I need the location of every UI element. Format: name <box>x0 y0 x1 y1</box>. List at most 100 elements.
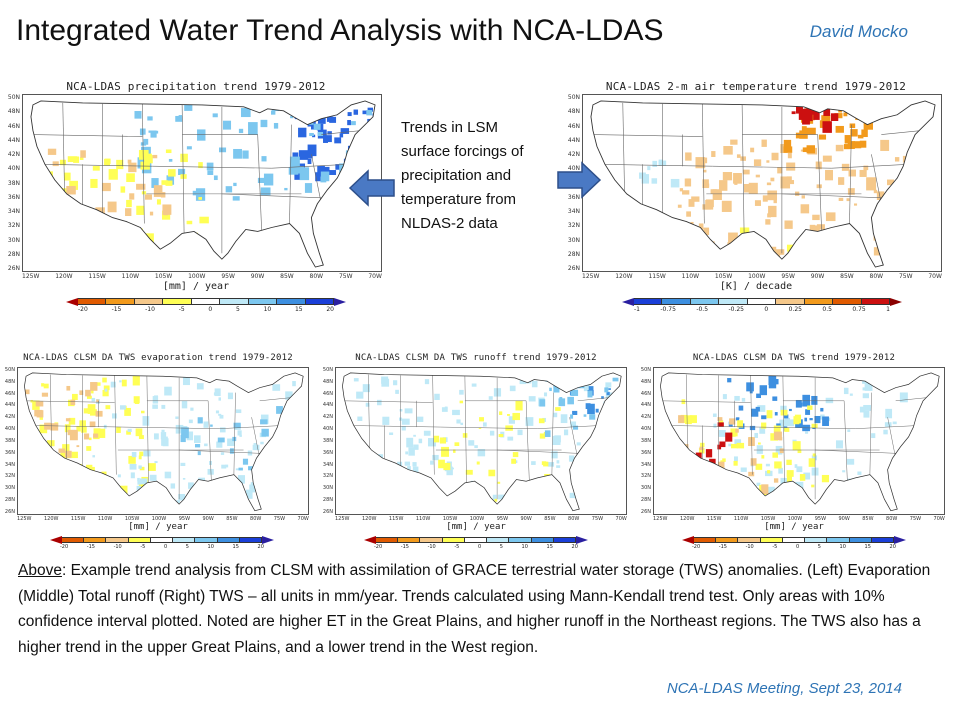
lat-tick: 40N <box>567 165 580 173</box>
trend-cell <box>890 477 895 484</box>
trend-cell <box>755 174 760 178</box>
trend-cell <box>257 177 265 183</box>
lat-tick: 42N <box>567 151 580 158</box>
trend-cell <box>350 149 358 159</box>
trend-cell <box>288 167 299 175</box>
trend-cell <box>907 446 913 453</box>
trend-cell <box>92 165 100 171</box>
state-border <box>432 375 435 475</box>
lat-tick: 30N <box>4 485 15 492</box>
trend-cell <box>848 253 854 260</box>
trend-cell <box>361 503 369 510</box>
state-border <box>251 417 260 459</box>
trend-cell <box>863 404 872 411</box>
colorbar-swatch <box>690 298 720 305</box>
trend-cell <box>617 398 622 404</box>
trend-cell <box>612 417 621 427</box>
lon-tick: 110W <box>415 516 431 522</box>
trend-cell <box>388 492 394 500</box>
trend-cell <box>186 146 192 150</box>
trend-cell <box>101 182 111 192</box>
trend-cell <box>374 139 376 146</box>
colorbar-ticks: -20 -15 -10 -5 0 5 10 15 20 <box>374 544 578 550</box>
trend-cell <box>528 396 536 402</box>
trend-cell <box>746 485 753 493</box>
trend-cell <box>232 436 237 442</box>
lon-tick: 80W <box>250 516 262 522</box>
trend-cell <box>786 475 792 483</box>
trend-cell <box>439 437 447 444</box>
trend-cell <box>892 421 897 425</box>
forcings-note: Trends in LSM surface forcings of precip… <box>401 119 524 232</box>
trend-cell <box>268 440 276 449</box>
trend-cell <box>575 375 580 380</box>
precip-trend-panel: NCA-LDAS precipitation trend 1979-2012 5… <box>6 76 386 313</box>
trend-cell <box>757 442 761 445</box>
trend-cell <box>837 249 843 253</box>
trend-cell <box>846 198 850 202</box>
trend-cell <box>239 434 242 437</box>
trend-cell <box>73 156 80 163</box>
trend-cell <box>761 139 767 147</box>
trend-cell <box>65 418 71 422</box>
trend-cell <box>207 468 214 475</box>
trend-cell <box>811 484 815 488</box>
trend-cell <box>555 407 561 411</box>
colorbar-swatch <box>277 298 306 305</box>
trend-cell <box>149 474 157 481</box>
trend-cell <box>880 139 890 151</box>
trend-cell <box>86 395 92 399</box>
trend-cell <box>386 482 392 487</box>
state-border <box>30 134 143 137</box>
trend-cell <box>108 226 117 237</box>
trend-cell <box>477 449 486 457</box>
trend-cell <box>891 240 901 248</box>
colorbar-swatch <box>442 537 465 543</box>
trend-cell <box>127 428 132 432</box>
trend-cell <box>842 470 846 473</box>
trend-cell <box>805 409 811 415</box>
trend-cell <box>180 434 186 443</box>
trend-cell <box>143 450 151 457</box>
lon-tick: 125W <box>17 516 32 522</box>
trend-cell <box>134 493 137 497</box>
trend-cell <box>99 486 103 490</box>
lon-tick: 90W <box>520 516 532 522</box>
trend-cell <box>59 159 67 166</box>
tws-trend-panel: NCA-LDAS CLSM DA TWS trend 1979-2012 50N… <box>640 350 948 554</box>
colorbar-swatch <box>420 537 443 543</box>
trend-cell <box>572 410 578 415</box>
trend-cell <box>940 144 941 150</box>
trend-cell <box>121 494 127 500</box>
map-canvas <box>660 372 940 512</box>
lon-tick: 70W <box>615 516 627 522</box>
trend-cell <box>915 158 920 162</box>
lat-tick: 40N <box>322 426 333 433</box>
trend-cell <box>528 480 532 484</box>
panel-title: NCA-LDAS CLSM DA TWS evaporation trend 1… <box>23 353 293 363</box>
lat-axis: 50N 48N 46N 44N 42N 40N 38N 36N 34N 32N 30N 28N 26N <box>322 367 333 515</box>
lon-tick: 95W <box>781 273 795 280</box>
colorbar-end <box>364 536 376 544</box>
lat-tick: 42N <box>7 151 20 158</box>
lat-tick: 32N <box>567 222 580 230</box>
colorbar-swatch <box>553 537 576 543</box>
trend-cell <box>162 204 172 215</box>
trend-cell <box>161 429 165 433</box>
colorbar-tick: -10 <box>113 544 122 550</box>
trend-cell <box>741 397 746 402</box>
state-border <box>233 392 236 475</box>
trend-cell <box>937 260 941 265</box>
trend-cell <box>104 476 112 483</box>
trend-cell <box>686 211 691 217</box>
colorbar-tick: 0 <box>795 544 800 550</box>
trend-cell <box>786 176 792 181</box>
state-border <box>321 130 362 135</box>
trend-cell <box>313 123 321 130</box>
trend-cell <box>662 477 666 481</box>
trend-cell <box>809 224 816 233</box>
trend-cell <box>939 218 941 221</box>
trend-cell <box>104 158 111 166</box>
trend-cell <box>107 201 117 213</box>
trend-cell <box>254 480 263 491</box>
